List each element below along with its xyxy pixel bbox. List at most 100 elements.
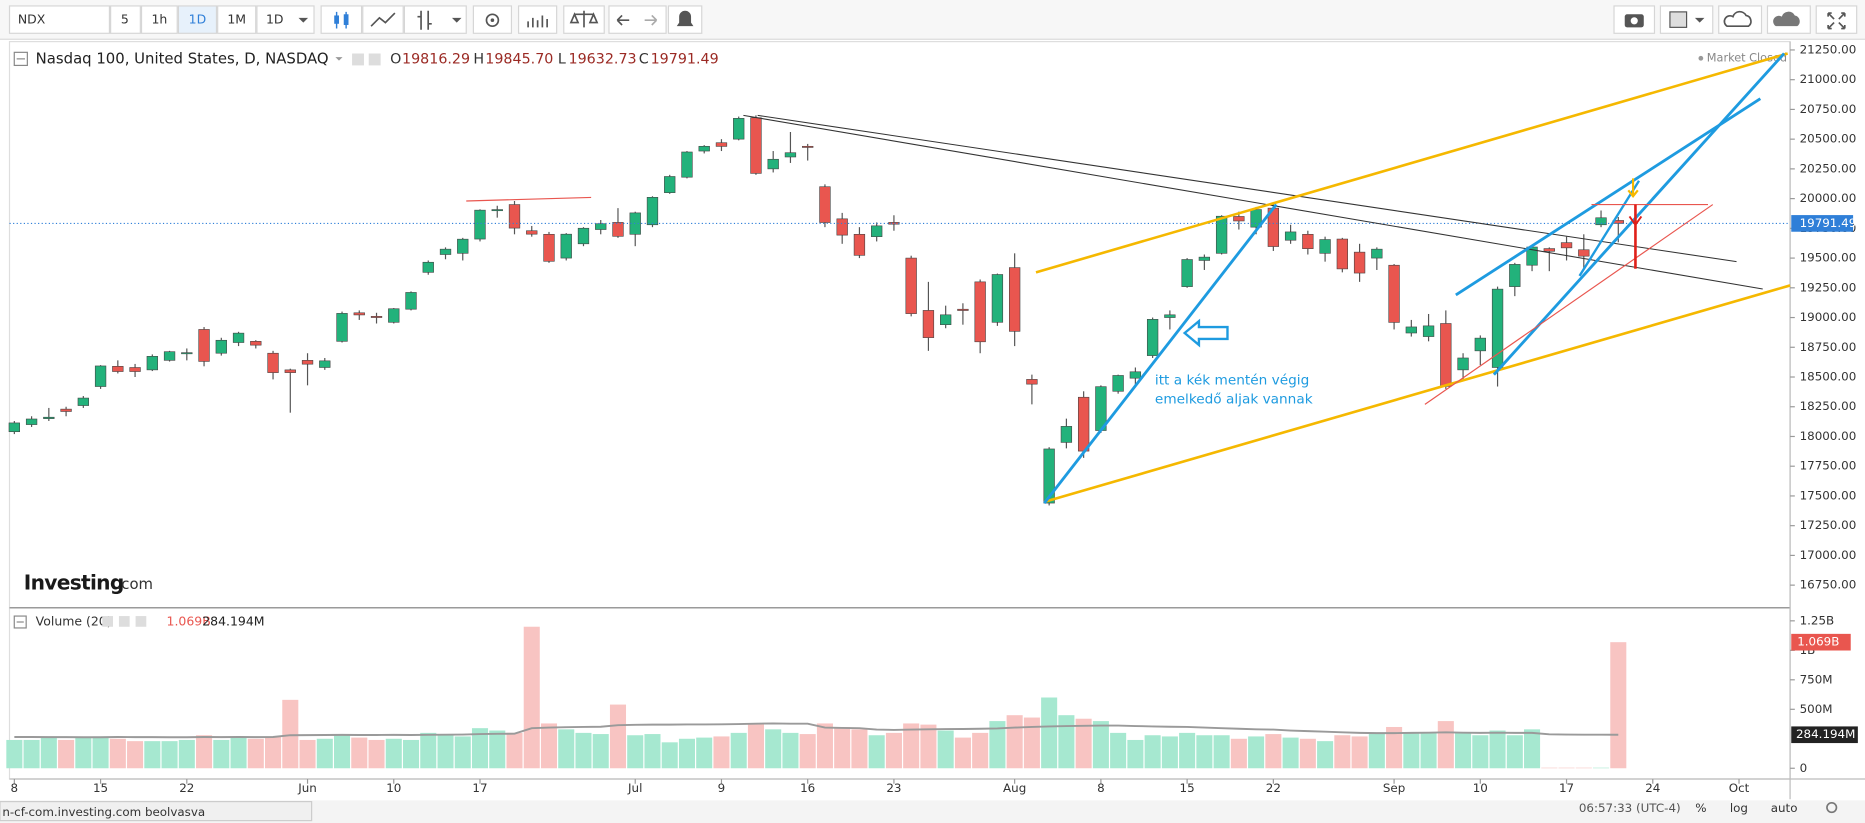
candle-body xyxy=(215,339,227,354)
candle-body xyxy=(922,310,935,338)
interval-button[interactable] xyxy=(110,5,141,34)
candle-body xyxy=(612,222,624,237)
y-tick-label: 18250.00 xyxy=(1800,399,1857,413)
candle-body xyxy=(284,369,296,373)
ohlc-value: 19816.29 xyxy=(402,51,470,67)
volume-bar xyxy=(1420,732,1437,769)
volume-bar xyxy=(1334,735,1351,769)
volume-bar xyxy=(1092,721,1109,769)
volume-bar xyxy=(144,741,161,769)
volume-bar xyxy=(799,734,816,769)
scale-option[interactable]: % xyxy=(1695,801,1706,815)
x-tick-label: 15 xyxy=(93,781,108,795)
volume-bar xyxy=(1248,736,1265,769)
volume-bar xyxy=(678,738,695,769)
candle-body xyxy=(1440,323,1452,387)
candle-body xyxy=(1009,267,1021,332)
channel-line xyxy=(1035,52,1789,274)
volume-bar xyxy=(868,735,885,769)
volume-bar xyxy=(644,734,661,769)
settings-icon[interactable] xyxy=(1826,801,1838,814)
candle-body xyxy=(1043,448,1055,504)
candle-body xyxy=(1474,337,1486,352)
candle-body xyxy=(836,218,848,236)
volume-bar xyxy=(299,739,316,769)
load-button[interactable] xyxy=(1718,5,1763,34)
volume-bar xyxy=(523,626,540,769)
volume-bar xyxy=(23,739,40,769)
volume-bar xyxy=(40,737,57,769)
volume-bar xyxy=(1213,735,1230,769)
scale-option[interactable]: log xyxy=(1730,801,1748,815)
blue-trendline xyxy=(1492,52,1786,376)
candle-body xyxy=(905,257,917,314)
volume-bar xyxy=(334,734,351,769)
candle-body xyxy=(733,118,745,140)
logo-suffix: .com xyxy=(117,575,153,593)
studies-button[interactable] xyxy=(517,5,558,34)
volume-bar xyxy=(1161,736,1178,769)
logo: Investing xyxy=(24,570,124,594)
candle-body xyxy=(819,186,831,223)
volume-bar xyxy=(454,736,471,769)
candle-body xyxy=(1026,379,1038,385)
volume-bar xyxy=(937,730,954,769)
candle-body xyxy=(94,365,107,387)
candle-body xyxy=(681,151,693,178)
x-tick-label: 22 xyxy=(1266,781,1281,795)
symbol-input[interactable] xyxy=(8,5,111,34)
volume-bar xyxy=(661,742,678,769)
volume-bar xyxy=(1368,732,1385,769)
volume-bar xyxy=(558,729,575,769)
candle-body xyxy=(577,227,590,245)
y-tick-label: 17750.00 xyxy=(1800,459,1857,473)
volume-bar xyxy=(1023,717,1040,769)
candles-button[interactable] xyxy=(320,5,363,34)
candle-body xyxy=(646,197,659,226)
annotation: itt a kék mentén végig xyxy=(1155,373,1309,389)
volume-y-tick-label: 500M xyxy=(1800,702,1833,716)
volume-bar xyxy=(1558,767,1575,769)
volume-bar xyxy=(230,737,247,769)
volume-bar xyxy=(782,732,799,769)
volume-bar xyxy=(161,741,178,769)
candle-body xyxy=(767,158,779,170)
scale-option[interactable]: auto xyxy=(1771,801,1798,815)
interval-label: 1D xyxy=(189,12,207,27)
volume-bar xyxy=(696,737,713,769)
clock: 06:57:33 (UTC-4) xyxy=(1579,801,1681,815)
volume-bar xyxy=(1575,767,1592,769)
y-tick-label: 20250.00 xyxy=(1800,161,1857,175)
volume-bar xyxy=(1489,730,1506,769)
candle-body xyxy=(664,176,676,193)
interval-button[interactable] xyxy=(140,5,178,34)
interval-button[interactable] xyxy=(177,5,218,34)
candle-body xyxy=(129,367,141,372)
candle-body xyxy=(1302,233,1314,249)
interval-label: 1M xyxy=(227,12,246,27)
candle-body xyxy=(1198,256,1211,261)
candle-body xyxy=(1543,248,1555,252)
x-tick-label: 10 xyxy=(1473,781,1488,795)
volume-bar xyxy=(903,723,920,769)
x-tick-label: 17 xyxy=(472,781,487,795)
y-tick-label: 16750.00 xyxy=(1800,578,1857,592)
volume-bar xyxy=(213,739,230,769)
candle-body xyxy=(1164,314,1176,318)
candle-body xyxy=(43,416,55,419)
symbol: NDX xyxy=(18,12,46,27)
indicator-button[interactable] xyxy=(362,5,404,34)
candle-body xyxy=(1233,216,1245,222)
market-status: Market Closed xyxy=(1707,51,1787,64)
ohlc-label: L xyxy=(558,51,566,67)
candle-body xyxy=(629,212,641,235)
x-tick-label: 9 xyxy=(718,781,726,795)
interval-button[interactable] xyxy=(217,5,257,34)
volume-bar xyxy=(265,736,282,769)
y-tick-label: 17000.00 xyxy=(1800,548,1857,562)
volume-bar xyxy=(627,735,644,769)
fullscreen-button[interactable] xyxy=(1815,5,1858,34)
volume-legend-value: 1.069B xyxy=(167,614,211,629)
candle-body xyxy=(370,316,383,318)
candle-body xyxy=(991,274,1004,323)
